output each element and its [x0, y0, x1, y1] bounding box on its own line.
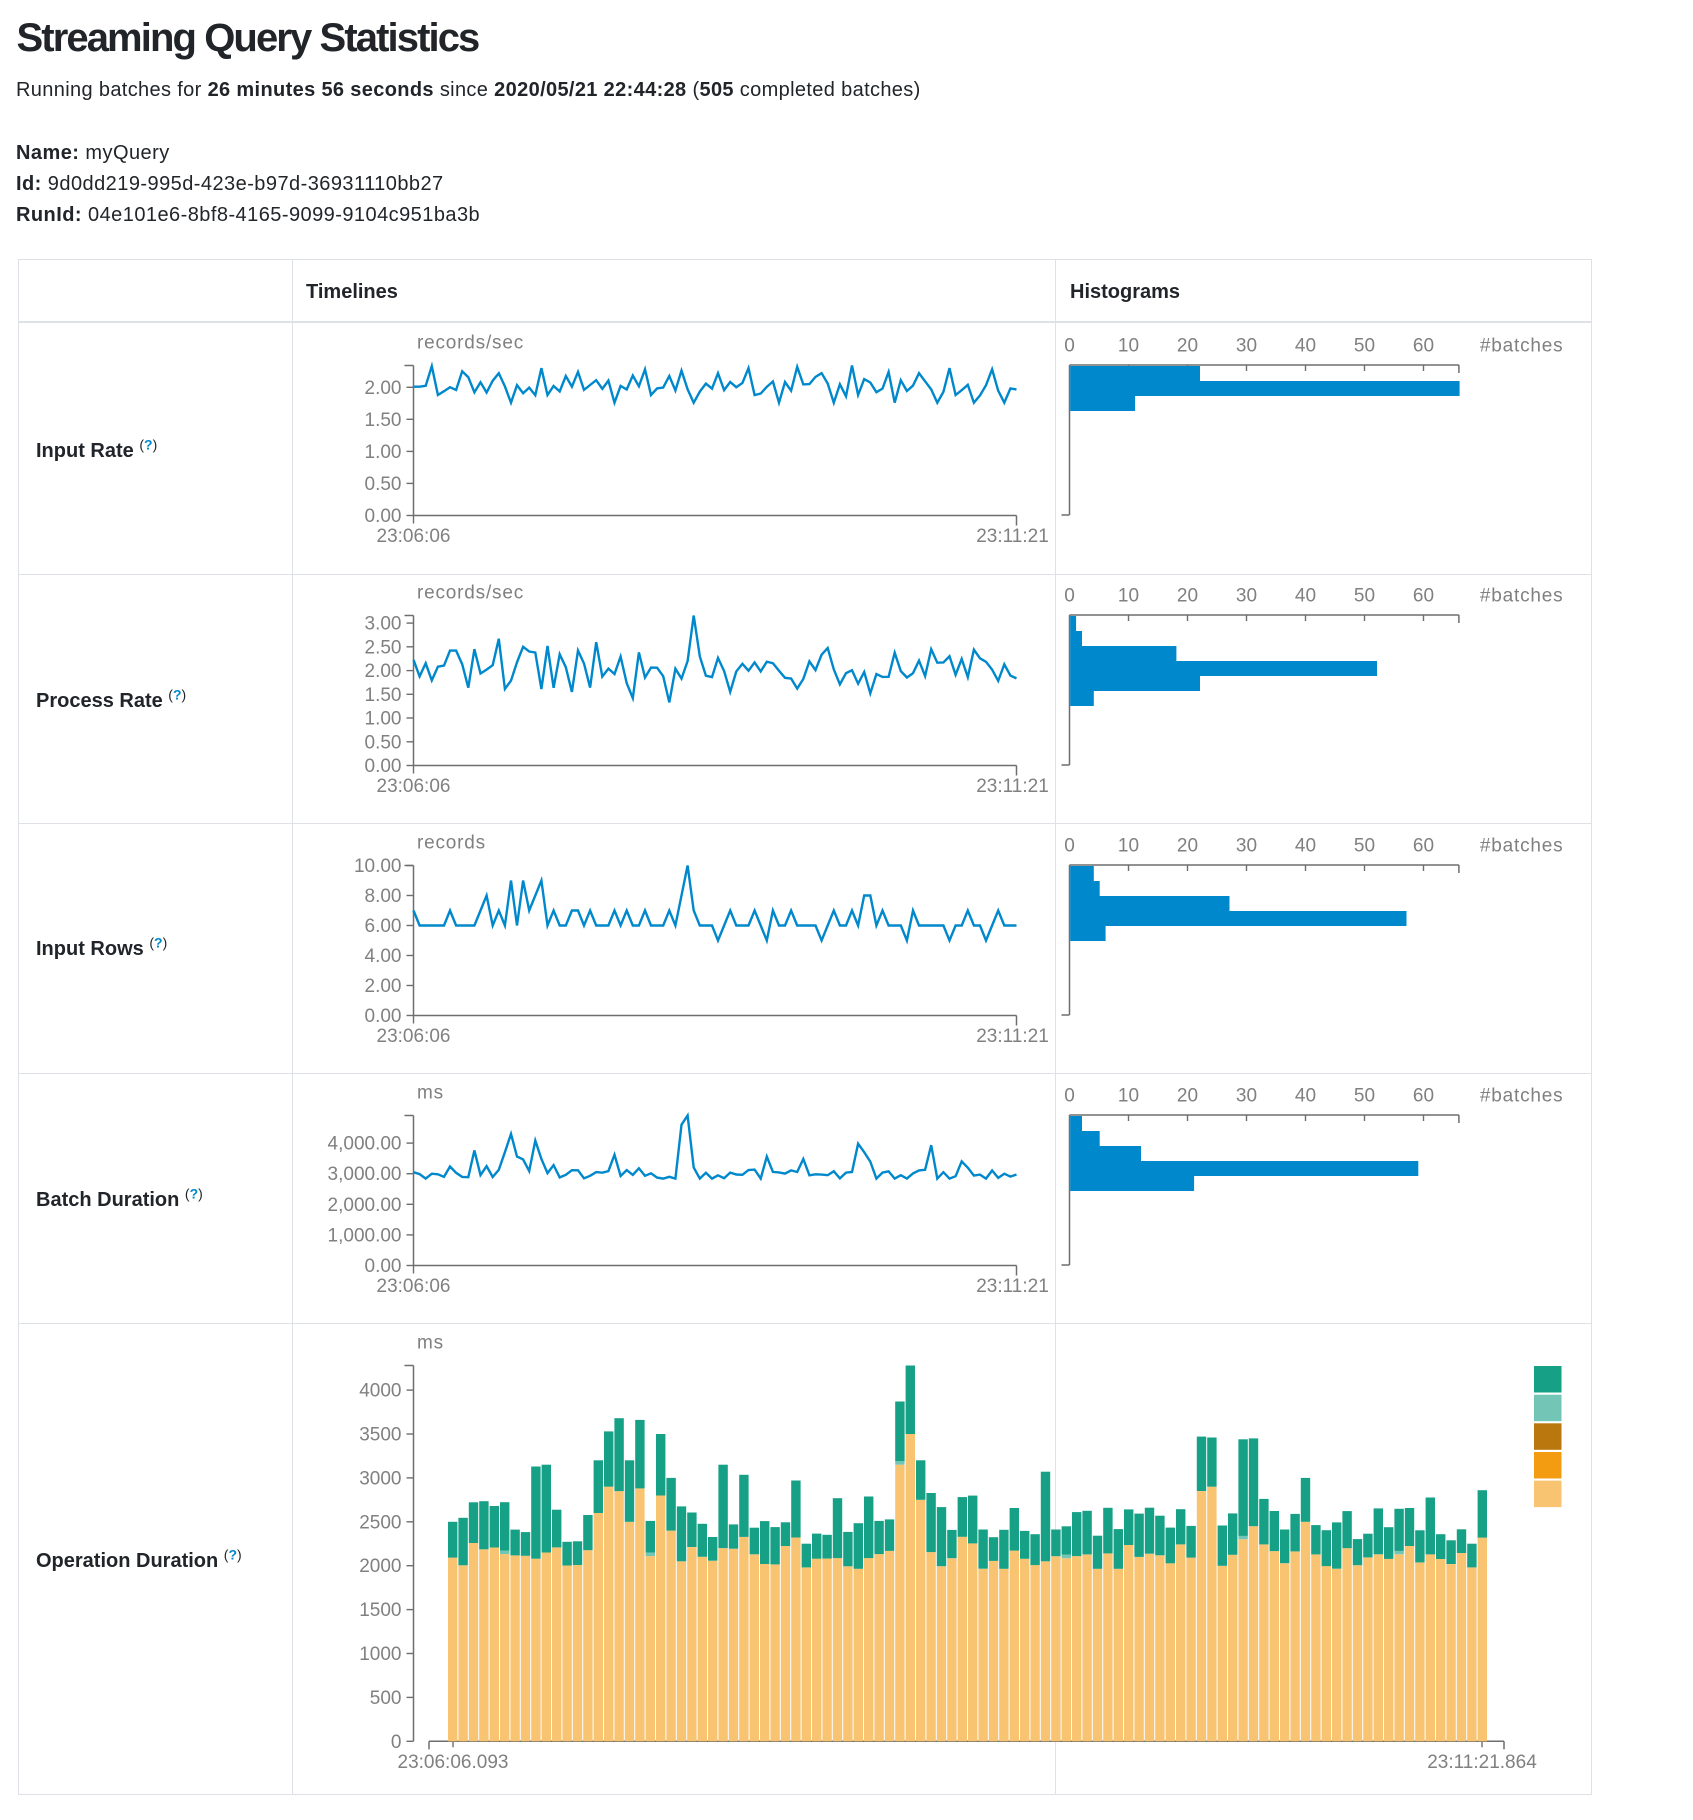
svg-text:23:06:06.093: 23:06:06.093	[398, 1752, 509, 1773]
svg-text:0: 0	[1064, 586, 1075, 607]
svg-text:23:11:21.864: 23:11:21.864	[1427, 1752, 1537, 1773]
svg-text:2.00: 2.00	[365, 378, 402, 399]
svg-text:0.00: 0.00	[365, 1256, 402, 1277]
svg-text:4.00: 4.00	[365, 946, 402, 967]
svg-text:30: 30	[1236, 336, 1257, 357]
svg-text:20: 20	[1177, 836, 1198, 857]
svg-text:23:11:21: 23:11:21	[976, 1276, 1049, 1297]
svg-text:40: 40	[1295, 1086, 1316, 1107]
svg-text:10: 10	[1118, 586, 1139, 607]
svg-text:60: 60	[1413, 336, 1434, 357]
svg-text:20: 20	[1177, 1086, 1198, 1107]
svg-text:23:11:21: 23:11:21	[976, 526, 1049, 547]
svg-text:23:06:06: 23:06:06	[377, 1026, 451, 1047]
svg-text:0.50: 0.50	[365, 474, 402, 495]
svg-text:3000: 3000	[359, 1468, 401, 1489]
svg-text:records/sec: records/sec	[417, 333, 524, 354]
svg-text:10.00: 10.00	[354, 856, 402, 877]
svg-text:50: 50	[1354, 836, 1375, 857]
svg-text:23:11:21: 23:11:21	[976, 776, 1049, 797]
svg-text:50: 50	[1354, 586, 1375, 607]
svg-text:0: 0	[1064, 336, 1075, 357]
svg-text:2000: 2000	[359, 1556, 401, 1577]
svg-text:3500: 3500	[359, 1425, 401, 1446]
svg-text:0: 0	[1064, 836, 1075, 857]
svg-text:20: 20	[1177, 336, 1198, 357]
svg-text:1.50: 1.50	[365, 685, 402, 706]
svg-text:60: 60	[1413, 586, 1434, 607]
svg-text:1.50: 1.50	[365, 410, 402, 431]
svg-text:4,000.00: 4,000.00	[328, 1134, 402, 1155]
svg-text:40: 40	[1295, 336, 1316, 357]
svg-text:1.00: 1.00	[365, 442, 402, 463]
svg-text:#batches: #batches	[1480, 336, 1564, 357]
svg-text:0.50: 0.50	[365, 732, 402, 753]
svg-text:0.00: 0.00	[365, 756, 402, 777]
svg-text:60: 60	[1413, 1086, 1434, 1107]
svg-text:20: 20	[1177, 586, 1198, 607]
svg-text:40: 40	[1295, 836, 1316, 857]
svg-text:23:11:21: 23:11:21	[976, 1026, 1049, 1047]
svg-text:4000: 4000	[359, 1381, 401, 1402]
svg-text:40: 40	[1295, 586, 1316, 607]
svg-text:0.00: 0.00	[365, 1006, 402, 1027]
svg-text:0: 0	[1064, 1086, 1075, 1107]
svg-text:10: 10	[1118, 1086, 1139, 1107]
svg-text:3.00: 3.00	[365, 614, 402, 635]
svg-text:30: 30	[1236, 836, 1257, 857]
svg-text:#batches: #batches	[1480, 586, 1564, 607]
svg-text:#batches: #batches	[1480, 1086, 1564, 1107]
svg-text:1,000.00: 1,000.00	[328, 1225, 402, 1246]
svg-text:23:06:06: 23:06:06	[377, 526, 451, 547]
svg-text:records/sec: records/sec	[417, 583, 524, 604]
svg-text:ms: ms	[417, 1333, 444, 1354]
svg-text:2500: 2500	[359, 1512, 401, 1533]
svg-text:50: 50	[1354, 1086, 1375, 1107]
svg-text:3,000.00: 3,000.00	[328, 1164, 402, 1185]
svg-text:0.00: 0.00	[365, 506, 402, 527]
svg-text:30: 30	[1236, 586, 1257, 607]
svg-text:2.50: 2.50	[365, 637, 402, 658]
svg-text:23:06:06: 23:06:06	[377, 1276, 451, 1297]
svg-text:2,000.00: 2,000.00	[328, 1195, 402, 1216]
svg-text:60: 60	[1413, 836, 1434, 857]
svg-text:30: 30	[1236, 1086, 1257, 1107]
svg-text:23:06:06: 23:06:06	[377, 776, 451, 797]
svg-text:1000: 1000	[359, 1644, 401, 1665]
svg-text:10: 10	[1118, 836, 1139, 857]
svg-text:#batches: #batches	[1480, 836, 1564, 857]
svg-text:ms: ms	[417, 1083, 444, 1104]
svg-text:1500: 1500	[359, 1600, 401, 1621]
svg-text:10: 10	[1118, 336, 1139, 357]
svg-text:2.00: 2.00	[365, 661, 402, 682]
svg-text:1.00: 1.00	[365, 709, 402, 730]
svg-text:6.00: 6.00	[365, 916, 402, 937]
svg-text:2.00: 2.00	[365, 976, 402, 997]
svg-text:8.00: 8.00	[365, 886, 402, 907]
svg-text:50: 50	[1354, 336, 1375, 357]
svg-text:500: 500	[370, 1688, 402, 1709]
svg-text:0: 0	[391, 1732, 402, 1753]
svg-text:records: records	[417, 833, 486, 854]
